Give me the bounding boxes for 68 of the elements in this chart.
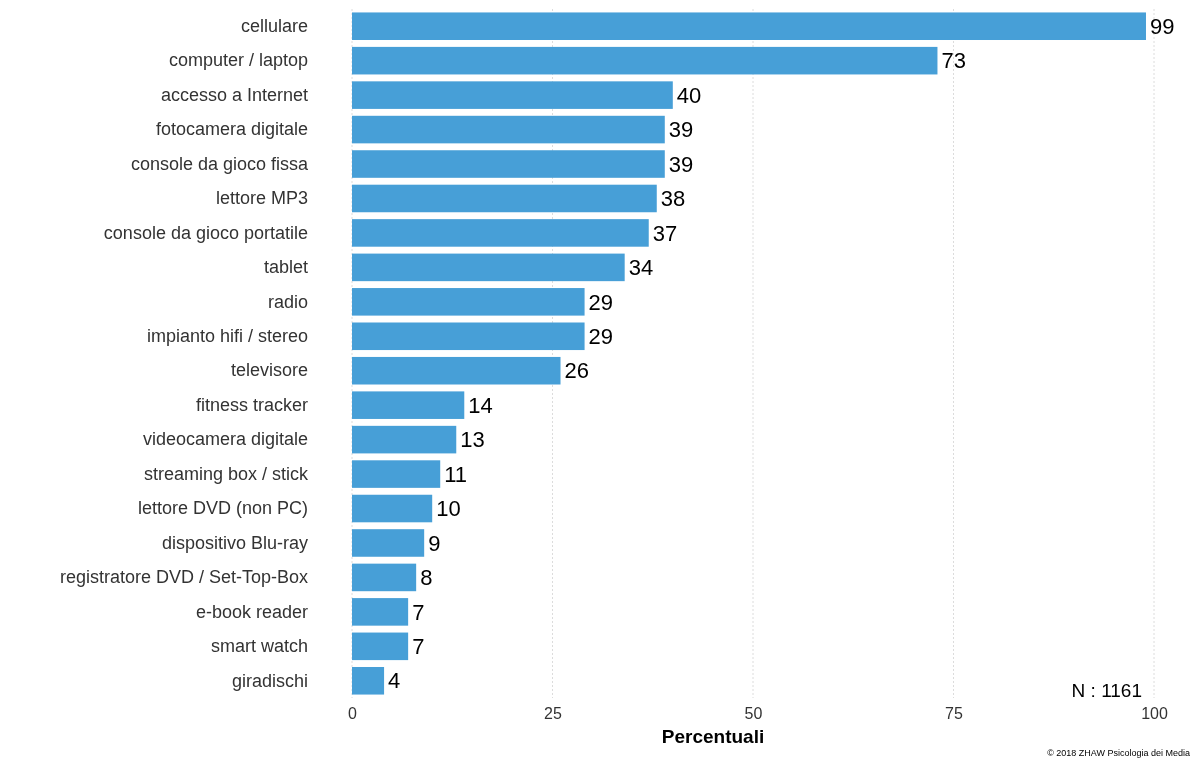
x-tick-label: 0 — [348, 705, 358, 723]
data-label: 73 — [941, 48, 966, 74]
data-label: 4 — [388, 668, 401, 694]
bar — [352, 115, 665, 144]
data-label: 29 — [588, 323, 614, 349]
bar — [352, 219, 649, 247]
data-label: 37 — [652, 220, 678, 246]
bar — [352, 391, 465, 419]
bar — [352, 529, 425, 557]
bar — [352, 150, 665, 178]
bar — [352, 460, 441, 488]
data-label: 29 — [588, 289, 614, 315]
y-tick-label: smart watch — [210, 636, 308, 657]
x-tick-label: 50 — [744, 705, 763, 723]
bar — [352, 598, 409, 626]
data-label: 7 — [412, 599, 425, 625]
y-tick-label: streaming box / stick — [143, 463, 309, 484]
x-tick-label: 100 — [1141, 705, 1168, 723]
y-tick-label: impianto hifi / stereo — [146, 326, 308, 347]
bar — [352, 322, 585, 351]
data-label: 40 — [676, 82, 702, 108]
annotation: N : 1161 — [1071, 680, 1142, 701]
y-tick-label: console da gioco fissa — [130, 153, 309, 174]
x-tick-label: 75 — [945, 705, 963, 723]
y-tick-label: accesso a Internet — [160, 84, 308, 105]
data-label: 13 — [460, 427, 485, 453]
data-label: 38 — [660, 186, 686, 212]
bar — [352, 356, 561, 385]
y-tick-label: fitness tracker — [195, 394, 308, 415]
bar — [352, 667, 385, 695]
y-tick-label: dispositivo Blu-ray — [161, 532, 308, 553]
bar — [352, 253, 625, 282]
y-tick-label: tablet — [263, 257, 308, 278]
y-tick-label: cellulare — [240, 15, 308, 36]
data-label: 9 — [428, 530, 441, 556]
y-tick-label: lettore MP3 — [215, 188, 308, 209]
y-tick-label: console da gioco portatile — [103, 222, 308, 243]
y-tick-label: fotocamera digitale — [155, 119, 308, 140]
bar — [352, 288, 585, 316]
bar — [352, 563, 417, 592]
data-label: 8 — [420, 565, 433, 591]
data-label: 14 — [468, 392, 493, 418]
y-tick-label: giradischi — [231, 670, 308, 691]
y-tick-label: radio — [267, 291, 308, 312]
data-label: 39 — [668, 151, 694, 177]
bar — [352, 632, 409, 661]
data-label: 99 — [1149, 13, 1175, 39]
y-tick-label: lettore DVD (non PC) — [137, 498, 308, 519]
y-tick-label: registratore DVD / Set-Top-Box — [59, 567, 308, 588]
data-label: 10 — [436, 496, 461, 522]
data-label: 39 — [668, 117, 694, 143]
data-label: 26 — [564, 358, 589, 384]
data-label: 11 — [444, 461, 468, 487]
bar — [352, 425, 457, 454]
y-tick-label: televisore — [230, 360, 308, 381]
y-tick-label: e-book reader — [195, 601, 308, 622]
y-tick-label: videocamera digitale — [142, 429, 308, 450]
x-axis-title: Percentuali — [661, 726, 765, 747]
bar — [352, 184, 657, 213]
bar — [352, 494, 433, 523]
data-label: 7 — [412, 634, 425, 660]
text: © 2018 ZHAW Psicologia dei Media — [1047, 748, 1190, 758]
data-label: 34 — [628, 255, 654, 281]
x-tick-label: 25 — [544, 705, 562, 723]
bar — [352, 12, 1146, 40]
y-tick-label: computer / laptop — [168, 50, 308, 71]
bar — [352, 46, 938, 75]
bar — [352, 81, 673, 109]
